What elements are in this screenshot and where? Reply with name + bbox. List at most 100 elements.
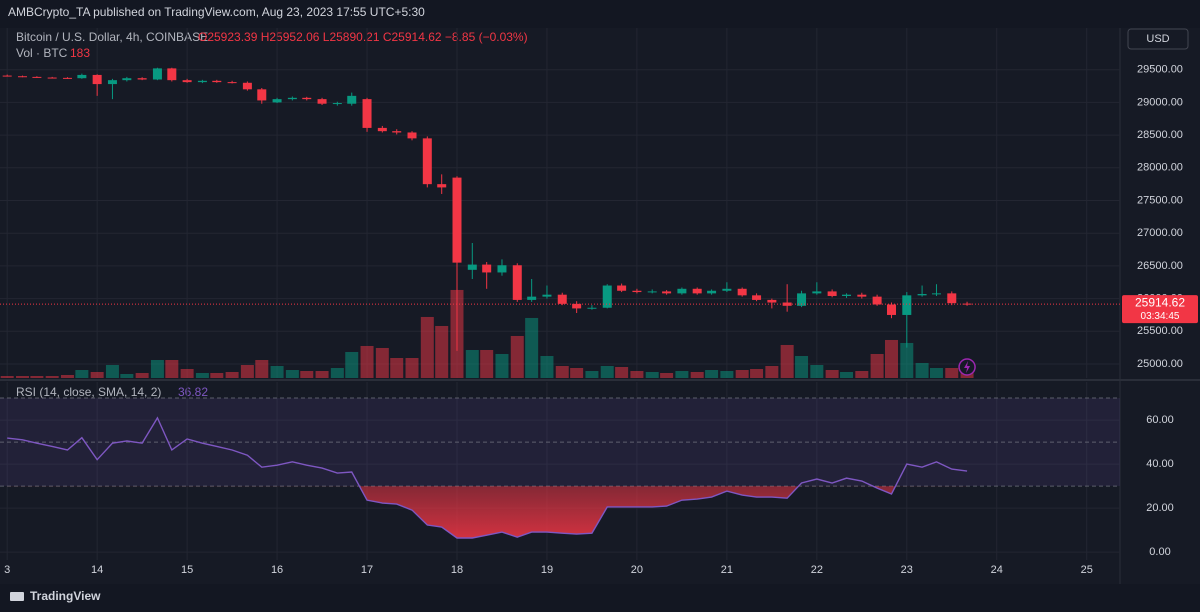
candle-body xyxy=(527,296,537,300)
volume-bar xyxy=(435,325,449,378)
rsi-tick-label: 20.00 xyxy=(1146,502,1174,514)
volume-bar xyxy=(360,345,374,378)
x-tick-label: 15 xyxy=(181,564,193,576)
tv-logo xyxy=(10,592,24,601)
volume-bar xyxy=(375,347,389,378)
volume-bar xyxy=(915,362,929,378)
volume-bar xyxy=(825,369,839,378)
candle-body xyxy=(2,75,12,77)
volume-bar xyxy=(30,375,44,378)
currency: USD xyxy=(1146,33,1169,45)
volume-bar xyxy=(315,370,329,378)
volume-bar xyxy=(780,344,794,378)
volume-bar xyxy=(795,355,809,378)
candle-body xyxy=(437,184,447,188)
y-tick-label: 26500.00 xyxy=(1137,260,1183,272)
currency-box xyxy=(1127,28,1189,50)
x-tick-label: 3 xyxy=(4,564,10,576)
countdown: 03:34:45 xyxy=(1141,311,1180,322)
candle-body xyxy=(497,265,507,273)
candle-body xyxy=(317,99,327,104)
candle-body xyxy=(662,291,672,294)
y-tick-label: 27000.00 xyxy=(1137,227,1183,239)
y-tick-label: 25500.00 xyxy=(1137,325,1183,337)
candle-body xyxy=(392,131,402,133)
x-tick-label: 17 xyxy=(361,564,373,576)
candle-body xyxy=(32,76,42,78)
candle-body xyxy=(272,99,282,103)
candle-body xyxy=(647,291,657,293)
volume-bar xyxy=(75,369,89,378)
volume-bar xyxy=(690,371,704,378)
volume-bar xyxy=(345,351,359,378)
volume-bar xyxy=(570,367,584,378)
candle-body xyxy=(842,294,852,296)
volume-bar xyxy=(645,371,659,378)
rsi-tick-label: 60.00 xyxy=(1146,414,1174,426)
volume-bar xyxy=(105,364,119,378)
top-bar xyxy=(0,0,1200,28)
volume-bar xyxy=(929,367,943,378)
candle-body xyxy=(152,68,162,80)
y-tick-label: 28000.00 xyxy=(1137,162,1183,174)
candle-body xyxy=(92,74,102,85)
x-tick-label: 25 xyxy=(1081,564,1093,576)
volume-bar xyxy=(870,353,884,378)
volume-bar xyxy=(90,371,104,378)
footer-bar xyxy=(0,584,1200,612)
volume-bar xyxy=(615,366,629,378)
volume-bar xyxy=(210,372,224,378)
volume-bar xyxy=(150,359,164,378)
candle-body xyxy=(182,80,192,83)
candle-body xyxy=(632,290,642,293)
candle-body xyxy=(302,97,312,100)
candle-body xyxy=(602,285,612,308)
ohlc-text: O25923.39 H25952.06 L25890.21 C25914.62 … xyxy=(198,30,528,44)
candle-body xyxy=(422,138,432,185)
candle-body xyxy=(212,80,222,83)
brand: TradingView xyxy=(30,589,101,603)
volume-bar xyxy=(885,339,899,378)
candle-body xyxy=(287,97,297,100)
candle-body xyxy=(467,264,477,270)
y-tick-label: 27500.00 xyxy=(1137,194,1183,206)
volume-bar xyxy=(735,369,749,378)
candle-body xyxy=(347,95,357,104)
x-tick-label: 24 xyxy=(991,564,1003,576)
candle-body xyxy=(947,293,957,304)
volume-bar xyxy=(855,370,869,378)
volume-bar xyxy=(285,369,299,378)
x-tick-label: 18 xyxy=(451,564,463,576)
volume-bar xyxy=(540,355,554,378)
candle-body xyxy=(407,132,417,139)
candle-body xyxy=(827,291,837,296)
candle-body xyxy=(47,77,57,79)
volume-bar xyxy=(720,370,734,378)
volume-bar xyxy=(600,365,614,378)
candle-body xyxy=(377,127,387,132)
candle-body xyxy=(452,177,462,263)
volume-bar xyxy=(420,316,434,378)
volume-bar xyxy=(900,342,914,378)
volume-bar xyxy=(60,374,74,378)
candle-body xyxy=(872,296,882,305)
candle-body xyxy=(257,89,267,101)
candle-body xyxy=(227,82,237,84)
volume-bar xyxy=(945,367,959,378)
volume-bar xyxy=(750,368,764,378)
volume-bar xyxy=(480,349,494,378)
symbol-title: Bitcoin / U.S. Dollar, 4h, COINBASE xyxy=(16,30,208,44)
x-tick-label: 21 xyxy=(721,564,733,576)
candle-body xyxy=(812,291,822,294)
volume-bar xyxy=(165,359,179,378)
volume-bar xyxy=(330,367,344,378)
volume-bar xyxy=(675,370,689,378)
volume-bar xyxy=(840,371,854,378)
candle-body xyxy=(482,264,492,273)
volume-bar xyxy=(705,369,719,378)
volume-bar xyxy=(300,370,314,378)
candle-body xyxy=(782,302,792,306)
volume-bar xyxy=(510,335,524,378)
